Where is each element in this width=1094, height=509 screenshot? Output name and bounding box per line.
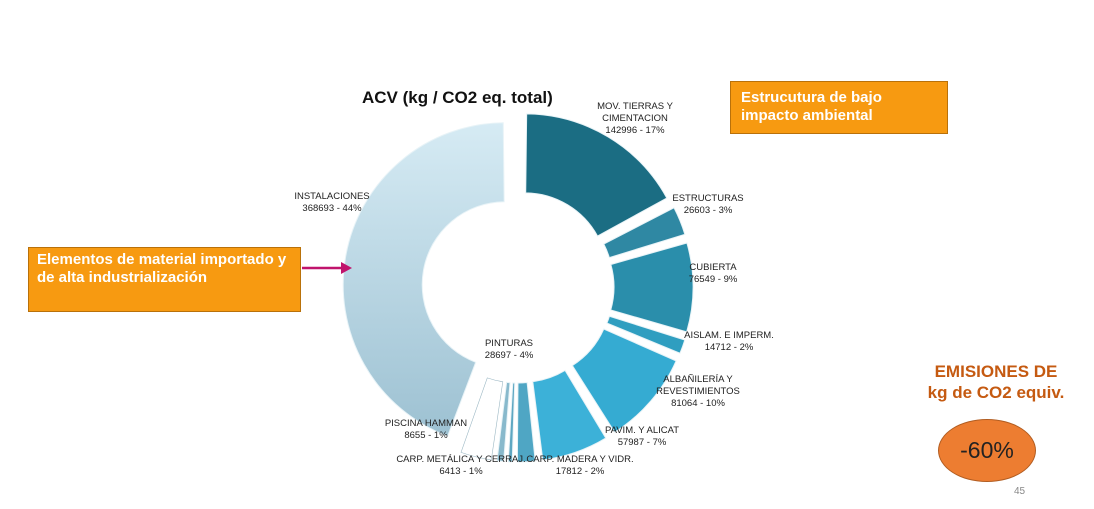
- label-piscina: PISCINA HAMMAN 8655 - 1%: [384, 418, 468, 441]
- chart-title: ACV (kg / CO2 eq. total): [362, 88, 553, 107]
- slice-instalaciones: [342, 122, 505, 437]
- slice-mov-tierras-y-cimentacion: [525, 113, 668, 237]
- label-instalaciones: INSTALACIONES 368693 - 44%: [294, 191, 370, 214]
- callout-low-impact: Estrucutura de bajo impacto ambiental: [730, 81, 948, 134]
- slice-pavim-y-alicat: [532, 369, 607, 461]
- label-pinturas: PINTURAS 28697 - 4%: [484, 338, 534, 361]
- slice-cubierta: [610, 242, 694, 333]
- slice-aislam-e-imperm: [606, 315, 686, 354]
- slice-carp-madera-y-vidr: [516, 381, 536, 463]
- label-albanileria: ALBAÑILERÍA Y REVESTIMIENTOS 81064 - 10%: [656, 374, 740, 409]
- label-pavim: PAVIM. Y ALICAT 57987 - 7%: [604, 425, 680, 448]
- label-cubierta: CUBIERTA 76549 - 9%: [688, 262, 738, 285]
- slice-estructuras: [603, 207, 686, 259]
- page-number: 45: [1014, 486, 1026, 497]
- slice-pinturas: [460, 377, 504, 461]
- callout-arrow: [302, 262, 352, 274]
- slice-carp-metálica-y-cerraj: [507, 382, 516, 463]
- label-carp-madera: CARP. MADERA Y VIDR. 17812 - 2%: [526, 454, 634, 477]
- label-carp-metalica: CARP. METÁLICA Y CERRAJ. 6413 - 1%: [396, 454, 526, 477]
- callout-imported-materials: Elementos de material importado y de alt…: [28, 247, 301, 312]
- label-aislam: AISLAM. E IMPERM. 14712 - 2%: [684, 330, 774, 353]
- slice-piscina-hamman: [496, 381, 511, 462]
- label-mov-tierras: MOV. TIERRAS Y CIMENTACION 142996 - 17%: [597, 101, 673, 136]
- donut-slices: [342, 113, 694, 463]
- slice-albañilería-y-revestimientos: [571, 328, 677, 433]
- emissions-title: EMISIONES DE kg de CO2 equiv.: [927, 362, 1065, 402]
- emissions-reduction-badge: -60%: [938, 419, 1036, 482]
- label-estructuras: ESTRUCTURAS 26603 - 3%: [672, 193, 744, 216]
